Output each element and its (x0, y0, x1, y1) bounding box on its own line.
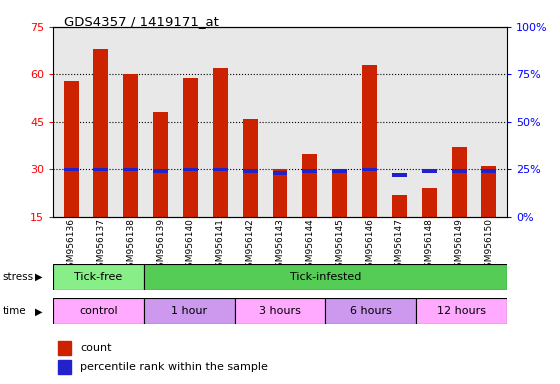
Bar (302, 154, 318, 217)
Bar (242, 119, 258, 217)
Bar (451, 169, 466, 173)
Bar (362, 167, 377, 171)
Bar (183, 78, 198, 217)
Text: 3 hours: 3 hours (259, 306, 301, 316)
Bar (422, 169, 437, 173)
Bar (58, 360, 71, 374)
Text: stress: stress (3, 272, 34, 282)
Text: control: control (80, 306, 118, 316)
Bar (451, 147, 466, 217)
Text: Tick-infested: Tick-infested (290, 272, 361, 282)
Bar (392, 195, 407, 217)
Bar (416, 298, 507, 324)
Bar (153, 113, 168, 217)
Bar (94, 49, 109, 217)
Bar (94, 167, 109, 171)
Text: Tick-free: Tick-free (74, 272, 123, 282)
Bar (325, 298, 416, 324)
Text: 6 hours: 6 hours (350, 306, 391, 316)
Text: GDS4357 / 1419171_at: GDS4357 / 1419171_at (64, 15, 220, 28)
Bar (64, 167, 78, 171)
Bar (242, 169, 258, 173)
Text: percentile rank within the sample: percentile rank within the sample (81, 362, 268, 372)
Bar (64, 81, 78, 217)
Bar (392, 173, 407, 177)
Bar (273, 169, 287, 217)
Text: ▶: ▶ (35, 306, 42, 316)
Bar (183, 167, 198, 171)
Bar (53, 298, 144, 324)
Bar (362, 65, 377, 217)
Text: time: time (3, 306, 26, 316)
Text: count: count (81, 343, 112, 353)
Bar (332, 169, 347, 173)
Bar (482, 166, 496, 217)
Bar (235, 298, 325, 324)
Text: 12 hours: 12 hours (437, 306, 486, 316)
Bar (123, 74, 138, 217)
Bar (213, 167, 228, 171)
Text: ▶: ▶ (35, 272, 42, 282)
Bar (332, 173, 347, 217)
Bar (58, 341, 71, 355)
Bar (144, 264, 507, 290)
Bar (53, 264, 144, 290)
Bar (213, 68, 228, 217)
Bar (144, 298, 235, 324)
Bar (123, 167, 138, 171)
Bar (302, 169, 318, 173)
Bar (153, 169, 168, 173)
Text: 1 hour: 1 hour (171, 306, 207, 316)
Bar (422, 189, 437, 217)
Bar (482, 169, 496, 173)
Bar (273, 171, 287, 175)
